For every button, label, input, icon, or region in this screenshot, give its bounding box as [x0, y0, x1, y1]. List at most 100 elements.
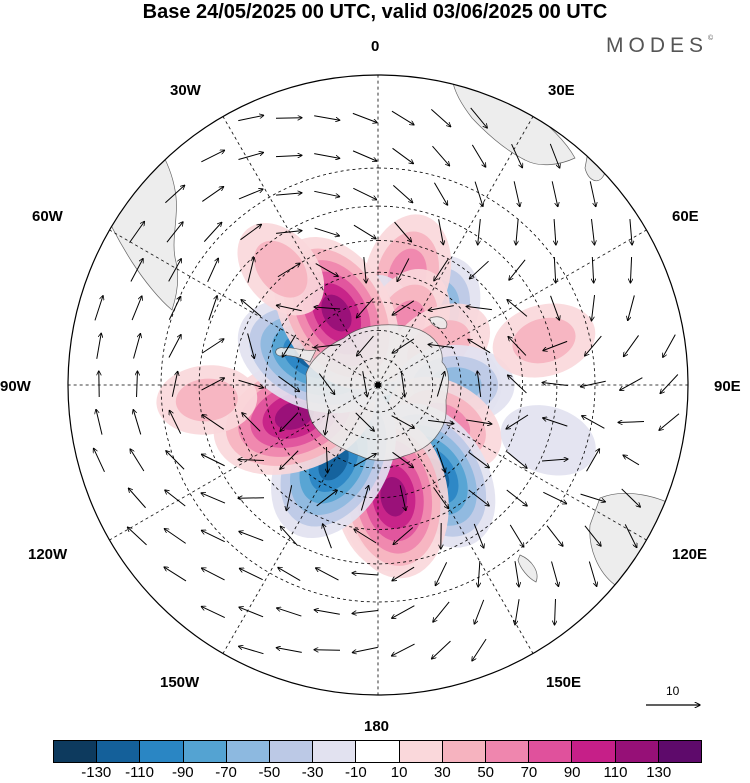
wind-vector-arrow [168, 334, 181, 358]
colorbar-tick-label: 90 [563, 764, 581, 781]
colorbar [53, 740, 702, 763]
colorbar-swatch [356, 741, 400, 762]
wind-vector-arrow [323, 524, 332, 549]
wind-vector-arrow [165, 490, 186, 507]
wind-vector-arrow [511, 143, 523, 168]
wind-vector-arrow [392, 147, 414, 163]
wind-vector-arrow [663, 334, 676, 358]
wind-vector-arrow [133, 333, 141, 359]
colorbar-tick-label: 110 [603, 764, 628, 781]
positive-anomaly [237, 223, 325, 316]
wind-vector-arrow [433, 487, 449, 508]
wind-vector-arrow [430, 108, 450, 126]
wind-vector-arrow [436, 447, 446, 473]
wind-vector-arrow [473, 523, 484, 548]
reference-vector-label: 10 [666, 684, 680, 698]
south-georgia-island [429, 316, 448, 329]
lon-label-90w: 90W [0, 378, 31, 395]
wind-vector-arrow [166, 451, 185, 470]
wind-vector-arrow [546, 525, 563, 547]
wind-vector-arrow [550, 295, 560, 320]
brand-text: MODES [606, 34, 709, 57]
wind-vector-arrow [580, 380, 606, 386]
wind-vector-arrow [352, 150, 377, 161]
south-pole-marker [375, 382, 381, 388]
colorbar-tick-label: -70 [215, 764, 237, 781]
wind-vector-arrow [364, 257, 366, 283]
wind-vector-arrow [469, 260, 489, 279]
colorbar-tick-label: 130 [646, 764, 672, 781]
wind-vector-arrow [466, 419, 492, 424]
colorbar-swatch [313, 741, 357, 762]
wind-vector-arrow [433, 601, 450, 622]
wind-vector-arrow [314, 227, 340, 236]
wind-vector-arrow [169, 410, 182, 434]
wind-vector-arrow [508, 337, 527, 356]
wind-vector-arrow [238, 115, 263, 122]
wind-vector-arrow [438, 219, 444, 245]
wind-vector-arrow [516, 219, 518, 245]
wind-vector-arrow [586, 449, 600, 472]
new-zealand-island [517, 554, 538, 583]
colorbar-swatch [658, 741, 702, 762]
wind-vector-arrow [468, 339, 491, 354]
wind-vector-arrow [362, 371, 368, 397]
wind-vector-arrow [588, 561, 596, 587]
wind-vector-arrow [392, 184, 412, 202]
wind-vector-arrow [315, 263, 339, 277]
wind-vector-arrow [509, 524, 524, 547]
wind-vector-arrow [478, 560, 480, 587]
wind-vector-arrow [171, 371, 177, 397]
map-boundary [67, 74, 689, 696]
wind-vector-arrow [130, 259, 143, 282]
colorbar-tick-label: -110 [125, 764, 154, 781]
wind-vector-arrow [555, 598, 556, 625]
wind-vector-arrow [428, 305, 454, 311]
wind-vector-arrow [435, 562, 448, 585]
wind-vector-arrow [241, 300, 262, 317]
wind-vector-arrow [630, 219, 632, 245]
wind-vector-arrow [94, 296, 103, 321]
wind-vector-arrow [96, 333, 101, 359]
wind-vector-arrow [203, 222, 221, 242]
wind-vector-arrow [392, 300, 415, 315]
wind-vector-arrow [432, 640, 451, 659]
modes-logo: MODES© [606, 34, 713, 58]
colorbar-swatch [442, 741, 487, 762]
wind-vector-arrow [325, 409, 330, 435]
wind-vector-arrow [314, 343, 340, 347]
lon-label-120w: 120W [28, 546, 68, 563]
wind-vector-arrow [238, 152, 263, 161]
wind-vector-arrow [659, 413, 680, 431]
wind-vector-arrow [201, 150, 224, 163]
lon-label-180: 180 [364, 718, 390, 735]
colorbar-tick-label: -30 [301, 764, 324, 781]
wind-vector-arrow [618, 422, 645, 423]
wind-vector-arrow [280, 526, 299, 547]
wind-vector-arrow [131, 296, 142, 321]
wind-vector-arrow [360, 486, 368, 511]
wind-vector-arrow [314, 307, 340, 309]
wind-vector-arrow [242, 413, 261, 432]
wind-vector-arrow [623, 455, 640, 466]
meridian-line [208, 91, 378, 385]
wind-vector-arrow [201, 339, 224, 354]
wind-vector-arrow [392, 338, 415, 353]
wind-vector-arrow [275, 155, 302, 156]
wind-vector-arrow [391, 643, 415, 656]
wind-vector-arrow [428, 419, 454, 423]
wind-vector-arrow [239, 646, 264, 655]
wind-vector-arrow [247, 333, 255, 358]
wind-vector-arrow [515, 599, 520, 625]
latitude-circle [160, 167, 596, 603]
wind-vector-arrow [506, 489, 527, 506]
wind-vector-arrow [353, 454, 377, 467]
positive-anomaly [492, 303, 596, 378]
colorbar-swatch [54, 741, 98, 762]
wind-vector-arrow [276, 648, 302, 653]
map-title: Base 24/05/2025 00 UTC, valid 03/06/2025… [142, 1, 608, 23]
wind-vector-arrow [201, 454, 225, 467]
wind-vector-arrow [436, 372, 444, 397]
wind-vector-arrow [164, 529, 186, 544]
